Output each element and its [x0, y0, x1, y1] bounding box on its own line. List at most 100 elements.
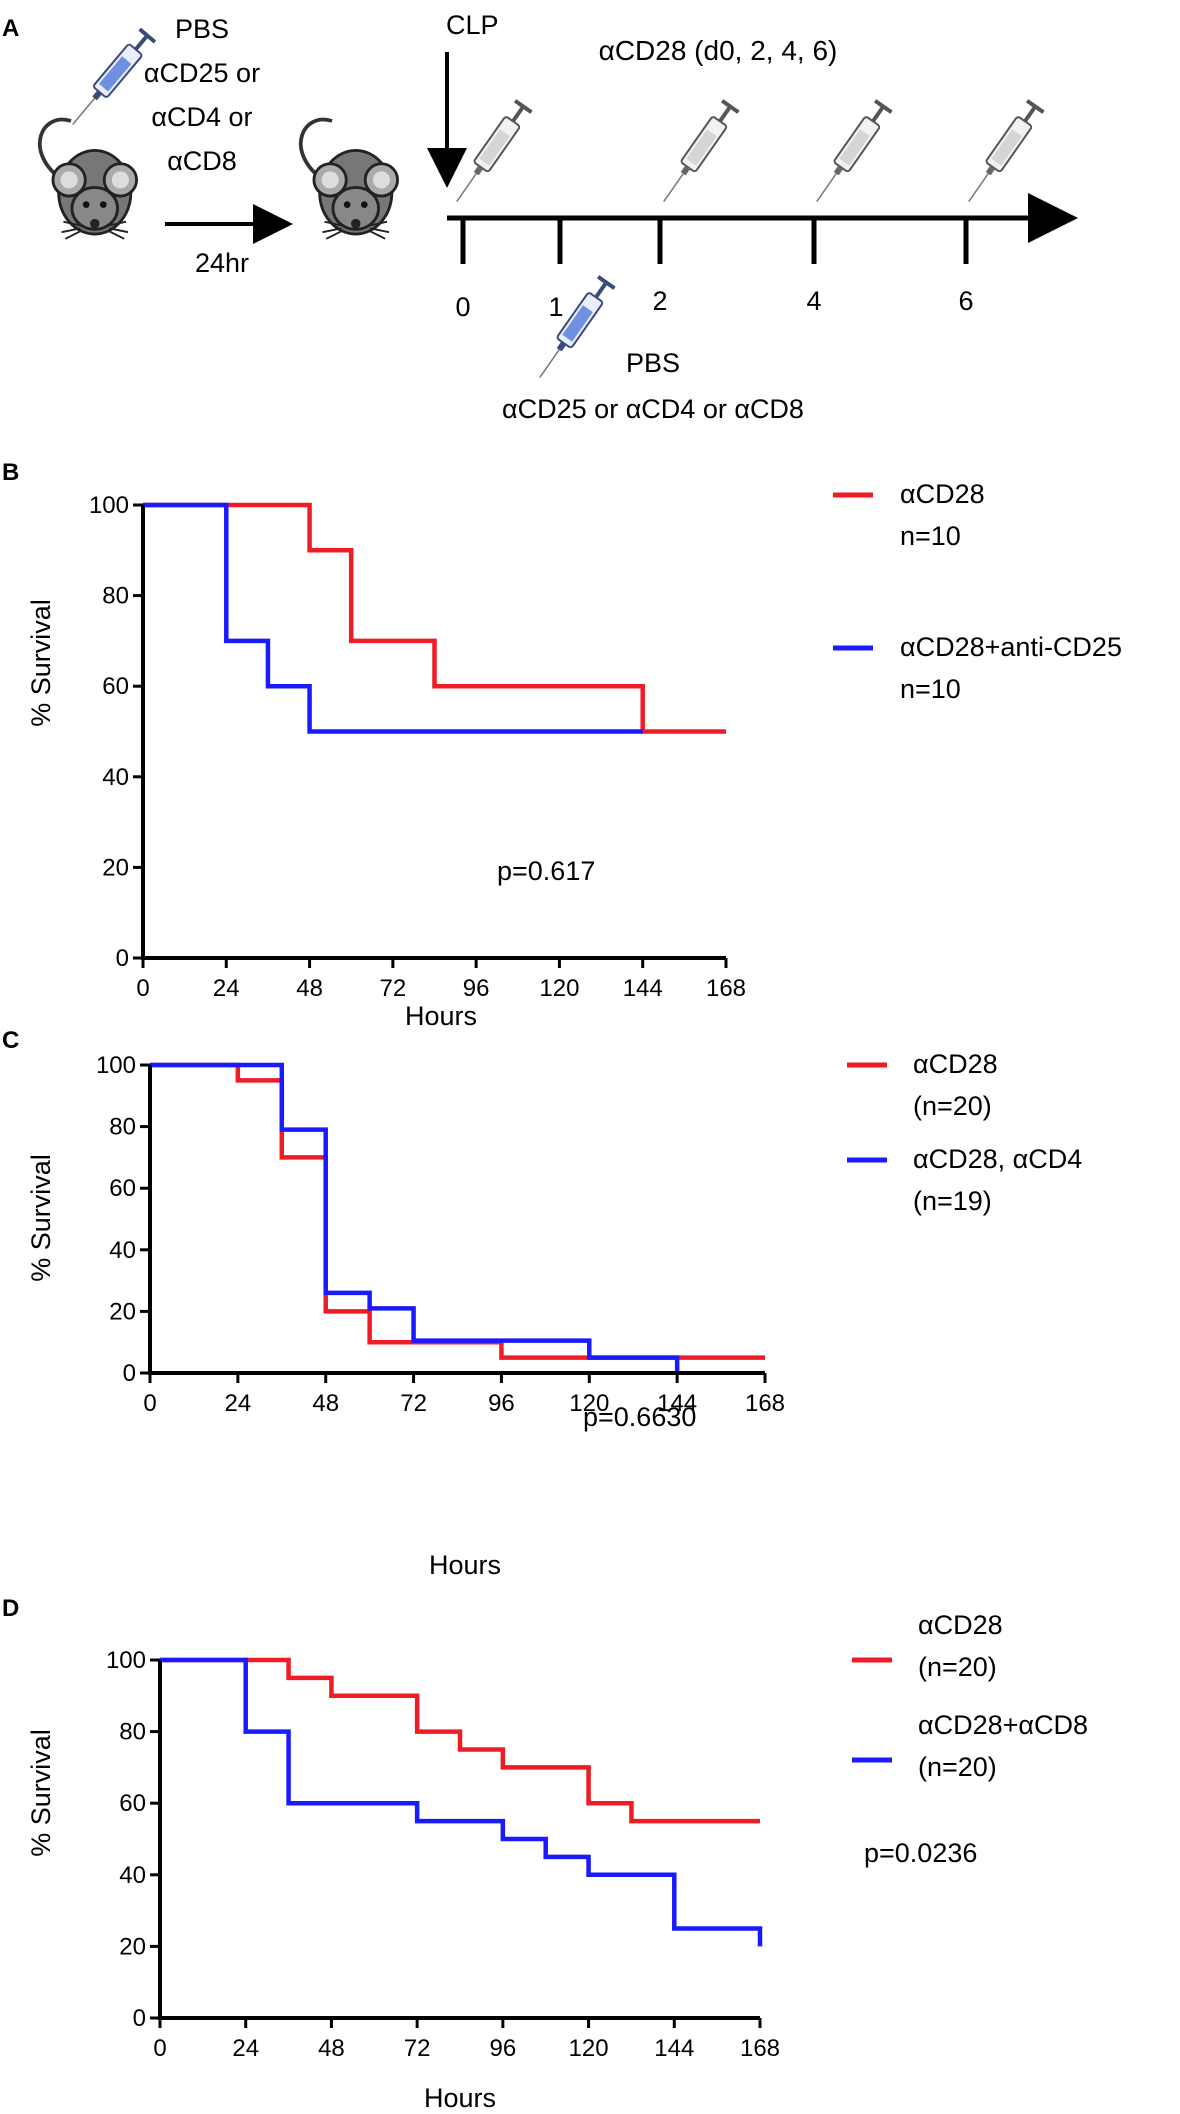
legend-entry-n: n=10: [900, 521, 961, 551]
y-tick-label: 60: [102, 673, 129, 700]
y-tick-label: 60: [119, 1790, 146, 1817]
x-tick-label: 120: [569, 2035, 609, 2062]
x-tick-label: 96: [490, 2035, 517, 2062]
pre-treatment-line-3: αCD4 or: [151, 102, 252, 132]
x-tick-label: 168: [745, 1390, 785, 1417]
syringe-icon-d2: [653, 98, 741, 210]
y-axis-label: % Survival: [26, 1729, 56, 1857]
syringe-blue-icon-day1: [529, 274, 617, 386]
y-tick-label: 80: [109, 1114, 136, 1141]
x-axis-label: Hours: [405, 1001, 477, 1031]
x-tick-label: 144: [654, 2035, 694, 2062]
legend-entry-name: αCD28: [900, 479, 985, 509]
mouse-icon-after: [298, 117, 400, 241]
y-tick-label: 100: [96, 1052, 136, 1079]
survival-curve-blue: [150, 1062, 680, 1373]
y-tick-label: 80: [119, 1719, 146, 1746]
x-tick-label: 168: [740, 2035, 780, 2062]
y-tick-label: 0: [116, 945, 129, 972]
legend-entry-name: αCD28, αCD4: [913, 1144, 1082, 1174]
clp-label: CLP: [446, 10, 499, 40]
panel-label-a: A: [2, 15, 19, 42]
timeline-label-4: 4: [806, 286, 821, 316]
y-axis-label: % Survival: [26, 599, 56, 727]
survival-chart-b: B % Survival Hours p=0.617 αCD28 n=10 αC…: [2, 459, 1122, 1031]
x-axis-label: Hours: [424, 2083, 496, 2113]
x-tick-label: 72: [380, 975, 407, 1002]
legend-entry-n: (n=19): [913, 1186, 992, 1216]
legend-entry-name: αCD28+anti-CD25: [900, 632, 1122, 662]
p-value-annotation: p=0.0236: [864, 1838, 977, 1868]
x-tick-label: 144: [657, 1390, 697, 1417]
survival-curve-red: [160, 1657, 760, 1824]
pre-treatment-line-4: αCD8: [167, 146, 237, 176]
syringe-icon-d6: [958, 98, 1046, 210]
survival-curve-blue: [160, 1657, 763, 1947]
legend-entry-name: αCD28+αCD8: [918, 1710, 1088, 1740]
legend-entry-n: (n=20): [913, 1091, 992, 1121]
timeline-label-2: 2: [652, 286, 667, 316]
pre-treatment-line-1: PBS: [175, 14, 229, 44]
x-tick-label: 24: [213, 975, 240, 1002]
y-tick-label: 20: [102, 854, 129, 881]
panel-label-d: D: [2, 1595, 19, 1622]
x-tick-label: 48: [318, 2035, 345, 2062]
x-tick-label: 24: [225, 1390, 252, 1417]
interval-label: 24hr: [195, 248, 249, 278]
y-tick-label: 100: [89, 492, 129, 519]
legend-entry-name: αCD28: [918, 1610, 1003, 1640]
timeline-label-6: 6: [958, 286, 973, 316]
legend-entry-n: (n=20): [918, 1652, 997, 1682]
x-tick-label: 120: [539, 975, 579, 1002]
pre-treatment-line-2: αCD25 or: [144, 58, 260, 88]
syringe-blue-icon: [63, 27, 157, 133]
x-tick-label: 120: [569, 1390, 609, 1417]
x-tick-label: 48: [312, 1390, 339, 1417]
survival-curve-red: [143, 502, 726, 734]
injection-schedule-label: αCD28 (d0, 2, 4, 6): [599, 35, 838, 66]
p-value-annotation: p=0.6630: [583, 1402, 696, 1432]
p-value-annotation: p=0.617: [497, 856, 595, 886]
x-tick-label: 144: [623, 975, 663, 1002]
y-tick-label: 20: [119, 1933, 146, 1960]
x-tick-label: 24: [232, 2035, 259, 2062]
y-tick-label: 40: [109, 1237, 136, 1264]
x-tick-label: 0: [143, 1390, 156, 1417]
x-tick-label: 96: [463, 975, 490, 1002]
y-tick-label: 0: [123, 1360, 136, 1387]
y-tick-label: 60: [109, 1175, 136, 1202]
x-tick-label: 72: [404, 2035, 431, 2062]
y-tick-label: 40: [119, 1862, 146, 1889]
y-tick-label: 80: [102, 583, 129, 610]
x-tick-label: 48: [296, 975, 323, 1002]
survival-chart-d: D % Survival Hours p=0.0236 αCD28 (n=20)…: [2, 1595, 1088, 2113]
mouse-icon-before: [37, 117, 139, 241]
y-tick-label: 100: [106, 1647, 146, 1674]
legend-entry-n: (n=20): [918, 1752, 997, 1782]
y-tick-label: 20: [109, 1298, 136, 1325]
syringe-icon-d4: [806, 98, 894, 210]
y-axis-label: % Survival: [26, 1154, 56, 1282]
day1-injection-line-1: PBS: [626, 348, 680, 378]
y-tick-label: 40: [102, 764, 129, 791]
x-axis-label: Hours: [429, 1550, 501, 1580]
panel-a-schematic: A PBS αCD25 or αCD4 or αCD8 24hr CLP αCD…: [2, 10, 1078, 424]
survival-curve-blue: [143, 502, 643, 734]
timeline-label-0: 0: [455, 292, 470, 322]
legend-entry-n: n=10: [900, 674, 961, 704]
x-tick-label: 72: [400, 1390, 427, 1417]
y-tick-label: 0: [133, 2005, 146, 2032]
legend-entry-name: αCD28: [913, 1049, 998, 1079]
x-tick-label: 0: [136, 975, 149, 1002]
survival-curve-red: [150, 1062, 765, 1360]
panel-label-b: B: [2, 459, 19, 486]
syringe-icon-d0: [446, 98, 534, 210]
x-tick-label: 168: [706, 975, 746, 1002]
day1-injection-line-2: αCD25 or αCD4 or αCD8: [502, 394, 804, 424]
panel-label-c: C: [2, 1027, 19, 1054]
timeline-label-1: 1: [548, 292, 563, 322]
x-tick-label: 0: [153, 2035, 166, 2062]
x-tick-label: 96: [488, 1390, 515, 1417]
survival-chart-c: C % Survival Hours p=0.6630 αCD28 (n=20)…: [2, 1027, 1082, 1580]
